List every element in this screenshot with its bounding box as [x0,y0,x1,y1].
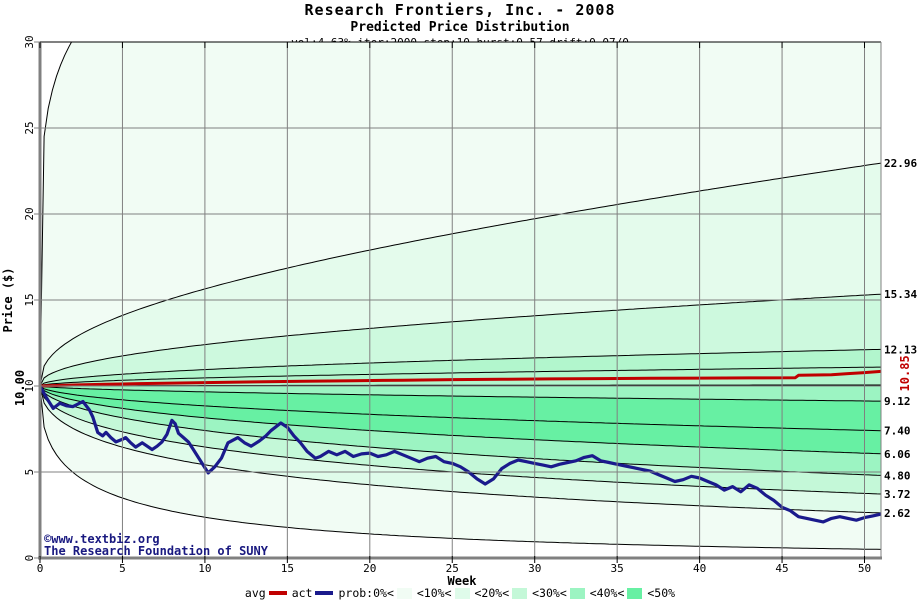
watermark: ©www.textbiz.org The Research Foundation… [44,533,268,557]
legend-color-swatch [627,587,643,599]
chart-title: Research Frontiers, Inc. - 2008 [304,1,616,19]
x-tick-label: 20 [363,562,376,575]
fan-curve-median [40,385,881,402]
legend-label: avg [244,586,266,600]
y-tick-label: 10 [23,379,36,392]
fan-band [40,294,881,386]
watermark-line2: The Research Foundation of SUNY [44,544,268,558]
legend-line-swatch [315,591,334,595]
legend-label: <20%< [474,586,510,600]
fan-band [40,349,881,386]
x-tick-label: 30 [528,562,541,575]
y-tick-label: 15 [23,293,36,306]
x-tick-label: 5 [119,562,126,575]
right-price-label: 7.40 [884,425,911,438]
y-axis-title: Price ($) [1,267,15,332]
x-tick-label: 0 [37,562,44,575]
legend-item-10: <10%< [417,586,470,600]
fan-band [40,163,881,386]
legend-color-swatch [454,587,470,599]
fan-band [40,385,881,402]
legend-label: <10%< [416,586,452,600]
fan-band [40,386,881,431]
fan-curve-upper_40pct [40,366,881,387]
fan-curve-lower_30pct [40,385,881,476]
legend-item-40: <40%< [590,586,643,600]
right-price-label: 22.96 [884,157,917,170]
legend-color-swatch [569,587,585,599]
fan-band [40,386,881,476]
right-price-label: 15.34 [884,288,917,301]
act-line [40,384,881,524]
legend-item-30: <30%< [532,586,585,600]
fan-curve-lower_50pct [40,385,881,432]
legend: avg act prob:0%< <10%< <20%< <30%< <40%< <50% [0,586,920,600]
legend-item-20: <20%< [475,586,528,600]
right-price-label: 2.62 [884,507,911,520]
legend-item-avg: avg [245,586,287,600]
x-tick-label: 50 [858,562,871,575]
x-tick-label: 40 [693,562,706,575]
watermark-line1: ©www.textbiz.org [44,532,160,546]
fan-band [40,386,881,513]
fan-curve-lower_40pct [40,385,881,455]
y-tick-label: 0 [23,555,36,562]
legend-label: act [291,586,313,600]
right-price-label: 3.72 [884,488,911,501]
x-tick-label: 10 [198,562,211,575]
y-tick-label: 30 [23,35,36,48]
fan-curve-lower_10pct [40,385,881,514]
legend-label: <50% [647,586,676,600]
x-tick-label: 15 [281,562,294,575]
y-tick-label: 25 [23,121,36,134]
y-tick-label: 20 [23,207,36,220]
legend-item-50: <50% [647,586,675,600]
right-price-label: 6.06 [884,448,911,461]
legend-line-swatch [268,591,287,595]
right-price-label: 9.12 [884,395,911,408]
legend-color-swatch [512,587,528,599]
start-price-label: 10.00 [13,370,27,406]
x-tick-label: 45 [775,562,788,575]
x-tick-label: 35 [611,562,624,575]
fan-band [40,386,881,494]
right-price-label: 4.80 [884,469,911,482]
fan-curve-min [40,385,881,550]
fan-band [40,386,881,550]
avg-end-price-label: 10.85 [898,355,912,391]
x-axis-title: Week [447,574,477,588]
chart-subtitle: Predicted Price Distribution [350,20,570,35]
legend-label: prob:0%< [338,586,394,600]
legend-label: <30%< [532,586,567,600]
fan-curve-upper_20pct [40,293,881,387]
fan-curve-upper_10pct [40,162,881,387]
legend-color-swatch [396,587,412,599]
right-price-label: 12.13 [884,343,917,356]
fan-curve-upper_30pct [40,348,881,387]
legend-label: <40%< [589,586,625,600]
fan-band [40,386,881,454]
legend-item-act: act [292,586,334,600]
legend-item-prob0: prob:0%< [338,586,412,600]
avg-line [40,369,881,388]
x-tick-label: 25 [446,562,459,575]
plot-inner [40,42,881,550]
y-tick-label: 5 [23,469,36,476]
